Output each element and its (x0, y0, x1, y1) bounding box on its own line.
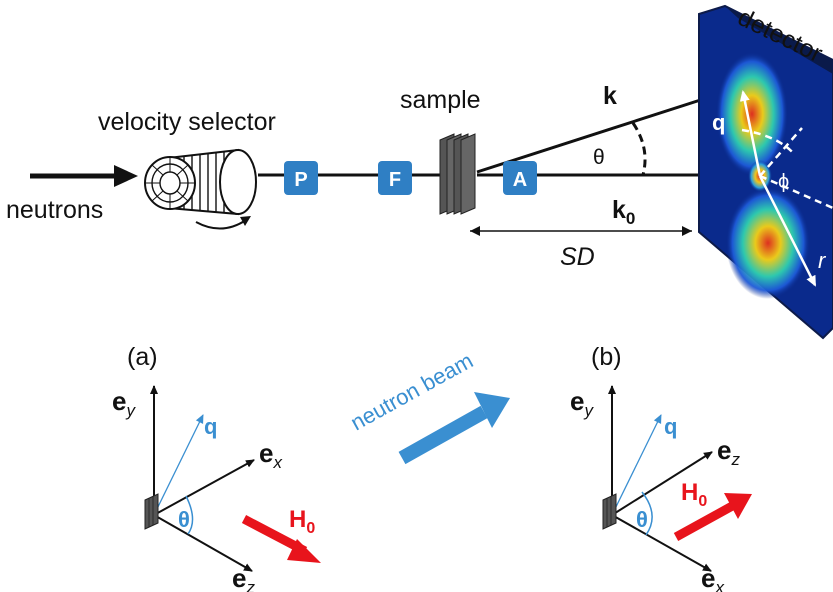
neutrons-label: neutrons (6, 196, 103, 224)
incoming-neutron-arrow (30, 165, 138, 187)
panel-b-theta-label: θ (636, 507, 648, 532)
detector-panel (698, 4, 833, 340)
panel-b-h0-label: H0 (681, 479, 707, 510)
flipper-label: F (389, 169, 401, 191)
sample-label: sample (400, 86, 481, 114)
scattering-lobe-bottom (726, 187, 810, 299)
panel-a-axis-right (153, 459, 255, 516)
panel-a-tag: (a) (127, 343, 158, 371)
polarizer-label: P (294, 169, 307, 191)
panel-a-h0-label: H0 (289, 506, 315, 537)
velocity-selector-icon (144, 148, 257, 216)
theta-label-top: θ (593, 146, 605, 169)
panel-b-axis-right (611, 451, 713, 516)
panel-a-q-vector (153, 414, 204, 516)
panel-b-sample-icon (602, 493, 617, 530)
panel-a-axis-down (153, 514, 253, 572)
panel-a-q-label: q (204, 414, 217, 439)
detector-dashed-ref-1 (759, 127, 803, 177)
panel-a-ez-label: ez (232, 563, 255, 592)
panel-a-theta-label: θ (178, 507, 190, 532)
k-label: k (603, 82, 617, 110)
panel-a: (a) ey ex ez q θ H0 (112, 343, 321, 592)
theta-arc (631, 122, 647, 176)
panel-b-theta-arc (641, 491, 653, 536)
panel-b-h0-arrow (673, 501, 737, 541)
rotation-arrow (195, 219, 247, 230)
panel-b-tag: (b) (591, 343, 622, 371)
q-label-detector: q (712, 110, 725, 135)
flipper-box: F (378, 161, 412, 195)
panel-b-ey-label: ey (570, 386, 594, 420)
velocity-selector-label: velocity selector (98, 108, 276, 136)
panel-b-q-label: q (664, 414, 677, 439)
panel-b: (b) ey ez ex q θ H0 (570, 343, 752, 592)
detector-phi-arc (741, 128, 796, 156)
scattering-lobe-top (716, 52, 788, 176)
sd-label: SD (560, 243, 595, 271)
rotation-arrowhead (240, 216, 251, 226)
r-label: r (818, 248, 827, 273)
polarizer-box: P (284, 161, 318, 195)
phi-label: ϕ (778, 171, 789, 193)
detector-dashed-ref-2 (759, 174, 833, 210)
analyzer-label: A (513, 169, 527, 191)
sd-dimension (470, 226, 692, 236)
q-vector (739, 90, 762, 177)
r-vector (758, 175, 817, 287)
panel-b-axis-down (611, 514, 712, 572)
panel-a-theta-arc (185, 495, 194, 535)
panel-b-ex-label: ex (701, 563, 724, 592)
sample-icon (439, 133, 476, 215)
panel-a-ex-label: ex (259, 438, 282, 472)
panel-a-sample-icon (144, 493, 159, 530)
analyzer-box: A (503, 161, 537, 195)
panel-a-ey-label: ey (112, 386, 136, 420)
neutron-beam-arrow (398, 392, 510, 465)
k0-label: k0 (612, 196, 635, 228)
panel-b-ez-label: ez (717, 435, 740, 469)
panel-b-q-vector (611, 414, 662, 516)
